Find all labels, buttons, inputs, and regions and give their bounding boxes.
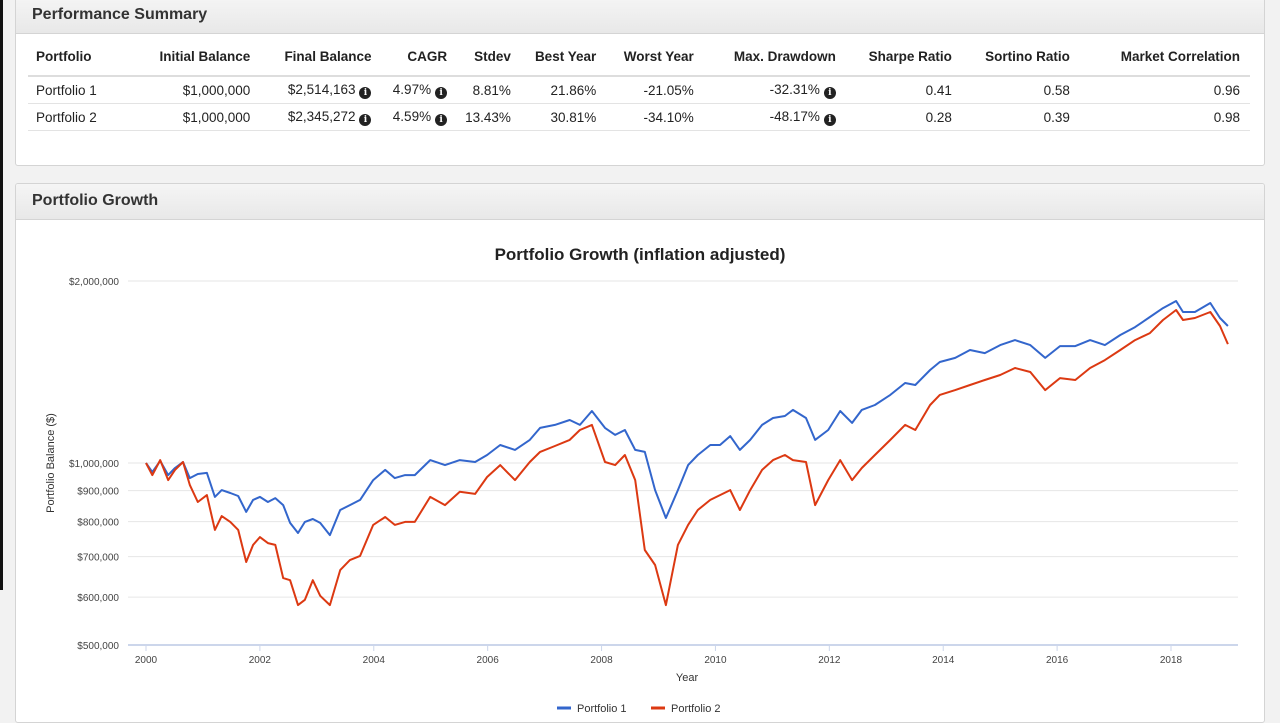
cell-value: Portfolio 1 (36, 82, 97, 98)
y-tick-label: $500,000 (77, 641, 119, 652)
cell-value: -32.31% (769, 81, 820, 97)
panel-title: Performance Summary (16, 0, 1264, 34)
x-tick-label: 2016 (1046, 655, 1069, 666)
x-tick-label: 2000 (135, 655, 158, 666)
y-axis-label: Portfolio Balance ($) (45, 413, 57, 513)
cell-value: 0.96 (1213, 82, 1240, 98)
series-line-2 (145, 309, 1229, 607)
table-cell: 30.81% (510, 103, 597, 131)
table-cell: $1,000,000 (123, 76, 251, 104)
column-header: Max. Drawdown (693, 45, 836, 77)
column-header: Market Correlation (1069, 45, 1250, 77)
cell-value: 4.59% (392, 108, 432, 124)
x-tick-label: 2002 (249, 655, 272, 666)
column-header: Sharpe Ratio (835, 45, 952, 77)
cell-value: $2,345,272 (287, 108, 356, 124)
performance-summary-panel: Performance Summary Portfolio Initial Bal… (15, 0, 1265, 166)
x-tick-label: 2018 (1160, 655, 1183, 666)
info-icon[interactable]: i (435, 86, 448, 99)
cell-value: -34.10% (643, 109, 694, 125)
cell-value: $1,000,000 (182, 82, 251, 98)
info-icon[interactable]: i (823, 86, 836, 99)
column-header: Stdev (447, 45, 511, 77)
table-cell: 21.86% (510, 76, 597, 104)
x-tick-label: 2010 (704, 655, 727, 666)
table-cell: Portfolio 2 (28, 103, 124, 131)
table-cell: 0.96 (1069, 76, 1250, 104)
table-cell: $2,514,163 i (250, 76, 372, 104)
table-cell: 0.41 (835, 76, 952, 104)
cell-value: -48.17% (769, 108, 820, 124)
y-tick-label: $700,000 (77, 553, 119, 564)
window-edge (0, 0, 3, 590)
cell-value: 0.98 (1213, 109, 1240, 125)
legend-item[interactable]: Portfolio 2 (671, 703, 721, 715)
table-cell: -32.31% i (693, 76, 836, 104)
cell-value: -21.05% (643, 82, 694, 98)
table-cell: $1,000,000 (123, 103, 251, 131)
performance-table: Portfolio Initial Balance Final Balance CAG… (28, 45, 1250, 131)
column-header: CAGR (371, 45, 448, 77)
legend-item[interactable]: Portfolio 1 (577, 703, 627, 715)
table-header-row: Portfolio Initial Balance Final Balance CAG… (28, 45, 1250, 77)
table-cell: 0.58 (951, 76, 1070, 104)
table-cell: -34.10% (596, 103, 694, 131)
table-cell: 0.98 (1069, 103, 1250, 131)
cell-value: $2,514,163 (287, 81, 356, 97)
cell-value: 0.39 (1043, 109, 1070, 125)
column-header: Sortino Ratio (951, 45, 1070, 77)
cell-value: Portfolio 2 (36, 109, 97, 125)
cell-value: 21.86% (550, 82, 597, 98)
info-icon[interactable]: i (823, 113, 836, 126)
cell-value: $1,000,000 (182, 109, 251, 125)
table-cell: 0.28 (835, 103, 952, 131)
column-header: Final Balance (250, 45, 372, 77)
y-tick-label: $1,000,000 (69, 459, 119, 470)
table-cell: $2,345,272 i (250, 103, 372, 131)
info-icon[interactable]: i (359, 113, 372, 126)
x-tick-label: 2014 (932, 655, 955, 666)
table-cell: Portfolio 1 (28, 76, 124, 104)
table-row: Portfolio 2 $1,000,000 $2,345,272 i 4.59% i 13… (28, 103, 1250, 131)
x-axis-label: Year (676, 672, 699, 684)
series-line-1 (145, 300, 1229, 537)
table-cell: 4.97% i (371, 76, 448, 104)
table-cell: -21.05% (596, 76, 694, 104)
info-icon[interactable]: i (435, 113, 448, 126)
table-row: Portfolio 1 $1,000,000 $2,514,163 i 4.97% i 8.… (28, 76, 1250, 104)
cell-value: 8.81% (472, 82, 511, 98)
y-tick-label: $800,000 (77, 518, 119, 529)
cell-value: 30.81% (550, 109, 597, 125)
table-cell: 13.43% (447, 103, 511, 131)
y-tick-label: $2,000,000 (69, 277, 119, 288)
cell-value: 0.58 (1043, 82, 1070, 98)
column-header: Initial Balance (123, 45, 251, 77)
x-tick-label: 2008 (590, 655, 613, 666)
cell-value: 0.41 (925, 82, 952, 98)
cell-value: 13.43% (465, 109, 511, 125)
table-cell: 0.39 (951, 103, 1070, 131)
y-tick-label: $600,000 (77, 593, 119, 604)
table-cell: 4.59% i (371, 103, 448, 131)
cell-value: 4.97% (392, 81, 432, 97)
table-cell: 8.81% (447, 76, 511, 104)
table-cell: -48.17% i (693, 103, 836, 131)
panel-title: Portfolio Growth (16, 184, 1264, 220)
chart-title: Portfolio Growth (inflation adjusted) (495, 245, 786, 264)
column-header: Worst Year (596, 45, 694, 77)
cell-value: 0.28 (925, 109, 952, 125)
y-tick-label: $900,000 (77, 487, 119, 498)
portfolio-growth-panel: Portfolio Growth (15, 183, 1265, 723)
x-tick-label: 2004 (363, 655, 386, 666)
x-tick-label: 2006 (477, 655, 500, 666)
info-icon[interactable]: i (359, 86, 372, 99)
x-tick-label: 2012 (818, 655, 841, 666)
column-header: Best Year (510, 45, 597, 77)
column-header: Portfolio (28, 45, 124, 77)
